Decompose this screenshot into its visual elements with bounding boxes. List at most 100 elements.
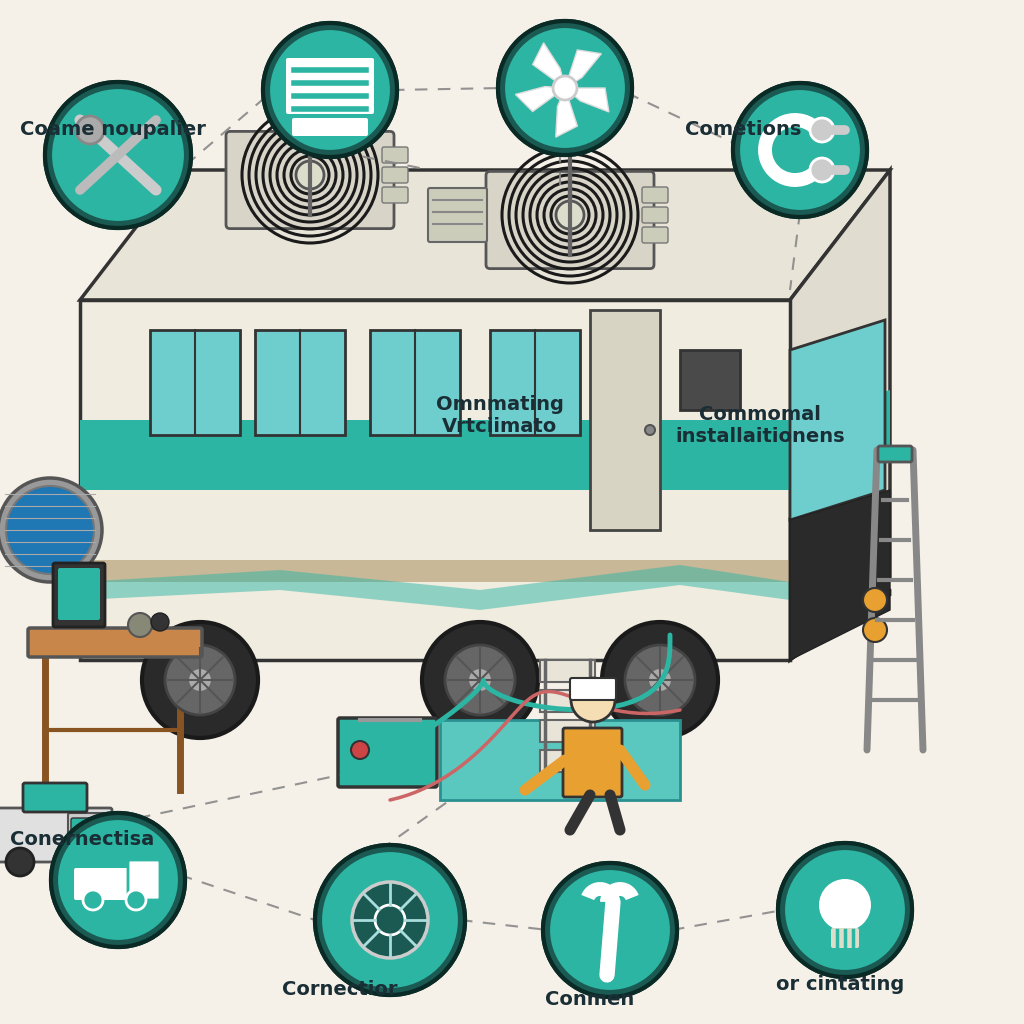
- FancyBboxPatch shape: [642, 187, 668, 203]
- Circle shape: [50, 87, 186, 223]
- FancyBboxPatch shape: [642, 227, 668, 243]
- Polygon shape: [80, 300, 790, 660]
- FancyBboxPatch shape: [23, 783, 87, 812]
- Circle shape: [50, 87, 186, 223]
- FancyBboxPatch shape: [382, 187, 408, 203]
- Circle shape: [543, 863, 677, 997]
- Circle shape: [0, 478, 102, 582]
- Circle shape: [352, 882, 428, 958]
- Circle shape: [128, 613, 152, 637]
- Circle shape: [151, 613, 169, 631]
- Circle shape: [445, 645, 515, 715]
- Circle shape: [863, 618, 887, 642]
- Polygon shape: [790, 520, 890, 660]
- Polygon shape: [80, 565, 790, 610]
- Circle shape: [645, 425, 655, 435]
- Circle shape: [738, 88, 862, 212]
- Circle shape: [165, 645, 234, 715]
- Circle shape: [738, 88, 862, 212]
- Text: Commomal
installaitionens: Commomal installaitionens: [675, 406, 845, 446]
- Text: Cornectior: Cornectior: [283, 980, 397, 999]
- FancyBboxPatch shape: [382, 147, 408, 163]
- Circle shape: [498, 22, 632, 155]
- Circle shape: [6, 848, 34, 876]
- Polygon shape: [565, 50, 601, 88]
- FancyBboxPatch shape: [71, 818, 105, 847]
- FancyBboxPatch shape: [292, 118, 368, 136]
- Polygon shape: [790, 319, 885, 520]
- Circle shape: [543, 863, 677, 997]
- Polygon shape: [790, 390, 890, 490]
- Circle shape: [602, 622, 718, 738]
- Circle shape: [142, 622, 258, 738]
- Circle shape: [66, 848, 94, 876]
- Polygon shape: [540, 750, 595, 772]
- FancyBboxPatch shape: [570, 678, 616, 700]
- Polygon shape: [150, 330, 240, 435]
- Circle shape: [498, 22, 632, 155]
- Polygon shape: [80, 420, 790, 490]
- Circle shape: [56, 818, 180, 942]
- Circle shape: [648, 668, 672, 692]
- Circle shape: [30, 510, 70, 550]
- Circle shape: [6, 486, 94, 574]
- Circle shape: [319, 850, 460, 990]
- Circle shape: [819, 879, 871, 931]
- Text: Cometions: Cometions: [685, 120, 802, 139]
- FancyBboxPatch shape: [563, 728, 622, 797]
- Circle shape: [810, 118, 834, 142]
- FancyBboxPatch shape: [226, 131, 394, 228]
- FancyBboxPatch shape: [53, 563, 105, 627]
- Polygon shape: [790, 170, 890, 660]
- Circle shape: [625, 645, 695, 715]
- Circle shape: [51, 813, 185, 947]
- Polygon shape: [540, 690, 595, 712]
- Text: Conernectisa: Conernectisa: [10, 830, 155, 849]
- Circle shape: [51, 813, 185, 947]
- Circle shape: [810, 158, 834, 182]
- Polygon shape: [565, 88, 609, 112]
- Circle shape: [83, 890, 103, 910]
- FancyBboxPatch shape: [128, 860, 160, 900]
- Polygon shape: [370, 330, 460, 435]
- FancyBboxPatch shape: [878, 446, 912, 462]
- Circle shape: [188, 668, 212, 692]
- Polygon shape: [515, 87, 565, 112]
- Polygon shape: [440, 720, 680, 800]
- Circle shape: [548, 868, 672, 992]
- FancyBboxPatch shape: [382, 167, 408, 183]
- Circle shape: [351, 741, 369, 759]
- Circle shape: [315, 845, 465, 995]
- Circle shape: [126, 890, 146, 910]
- Circle shape: [733, 83, 867, 217]
- Circle shape: [17, 497, 83, 563]
- Circle shape: [863, 588, 887, 612]
- Polygon shape: [255, 330, 345, 435]
- FancyBboxPatch shape: [68, 813, 112, 862]
- Circle shape: [548, 868, 672, 992]
- FancyBboxPatch shape: [74, 868, 150, 900]
- FancyBboxPatch shape: [0, 808, 112, 862]
- Circle shape: [778, 843, 912, 977]
- Polygon shape: [540, 720, 595, 742]
- FancyBboxPatch shape: [428, 188, 487, 242]
- Text: Omnmating
Vrtciimato: Omnmating Vrtciimato: [436, 395, 564, 436]
- FancyBboxPatch shape: [831, 928, 859, 948]
- Circle shape: [268, 28, 392, 152]
- Polygon shape: [540, 660, 595, 682]
- Text: Conmen: Conmen: [546, 990, 635, 1009]
- FancyBboxPatch shape: [338, 718, 437, 787]
- FancyBboxPatch shape: [58, 568, 100, 620]
- Circle shape: [422, 622, 538, 738]
- Circle shape: [263, 23, 397, 157]
- Polygon shape: [556, 88, 578, 137]
- Polygon shape: [80, 560, 790, 582]
- Polygon shape: [532, 43, 565, 88]
- Circle shape: [571, 678, 615, 722]
- Circle shape: [45, 82, 191, 228]
- Circle shape: [556, 201, 584, 229]
- Circle shape: [733, 83, 867, 217]
- FancyBboxPatch shape: [28, 628, 202, 657]
- FancyBboxPatch shape: [486, 171, 654, 268]
- Circle shape: [375, 905, 406, 935]
